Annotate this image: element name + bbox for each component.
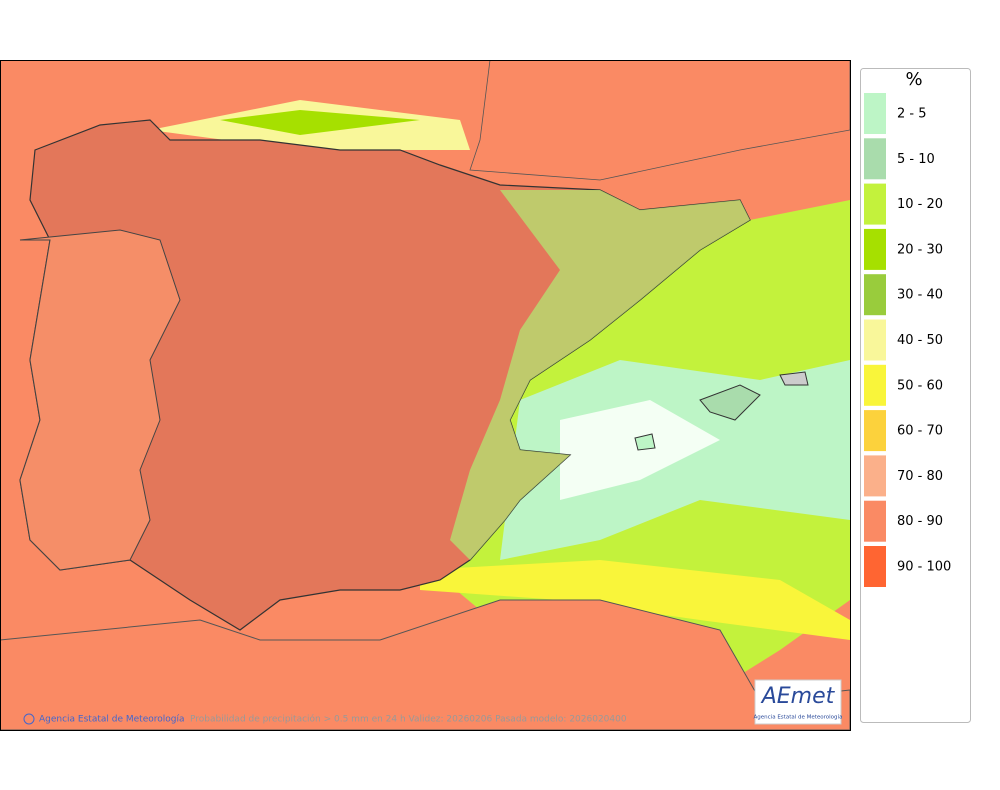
- legend-swatch: [864, 93, 886, 134]
- ibiza: [634, 433, 656, 451]
- copyright-icon: [23, 713, 35, 725]
- caption: Probabilidad de precipitación > 0.5 mm e…: [190, 714, 627, 725]
- legend-panel: [860, 68, 971, 723]
- legend-label: 50 - 60: [897, 378, 943, 393]
- portugal: [19, 229, 181, 571]
- east-coast: [450, 190, 750, 560]
- africa: [0, 599, 850, 730]
- legend-swatch: [864, 274, 886, 316]
- sea-north-green: [220, 110, 420, 135]
- legend-label: 5 - 10: [897, 152, 935, 167]
- legend-label: 40 - 50: [897, 333, 943, 348]
- legend-label: 70 - 80: [897, 469, 943, 484]
- map: [0, 60, 850, 730]
- legend-swatch: [864, 455, 886, 497]
- menorca: [779, 371, 809, 386]
- legend-swatch: [864, 183, 886, 225]
- legend-label: 80 - 90: [897, 514, 943, 529]
- legend-label: 30 - 40: [897, 288, 943, 303]
- france: [469, 60, 850, 181]
- legend-swatch: [864, 364, 886, 406]
- legend-label: 90 - 100: [897, 560, 951, 575]
- legend-items: 2 - 5 5 - 10 10 - 20 20 - 30 30 - 40 40 - 50 5…: [864, 93, 951, 587]
- legend-title: %: [905, 69, 922, 90]
- map-frame: [0, 60, 851, 731]
- credit: Agencia Estatal de Meteorología: [39, 715, 185, 725]
- mallorca: [699, 384, 761, 421]
- legend-swatch: [864, 500, 886, 542]
- legend-label: 20 - 30: [897, 242, 943, 257]
- legend-swatch: [864, 228, 886, 270]
- legend-swatch: [864, 138, 886, 180]
- logo-box: [754, 679, 842, 725]
- legend-swatch: [864, 319, 886, 361]
- legend-label: 2 - 5: [897, 107, 927, 122]
- logo-subtitle: Agencia Estatal de Meteorología: [754, 714, 843, 721]
- sea-south: [420, 560, 850, 640]
- legend-label: 60 - 70: [897, 424, 943, 439]
- legend-swatch: [864, 546, 886, 587]
- legend-swatch: [864, 410, 886, 452]
- logo-name: AEmet: [760, 684, 836, 709]
- legend-label: 10 - 20: [897, 197, 943, 212]
